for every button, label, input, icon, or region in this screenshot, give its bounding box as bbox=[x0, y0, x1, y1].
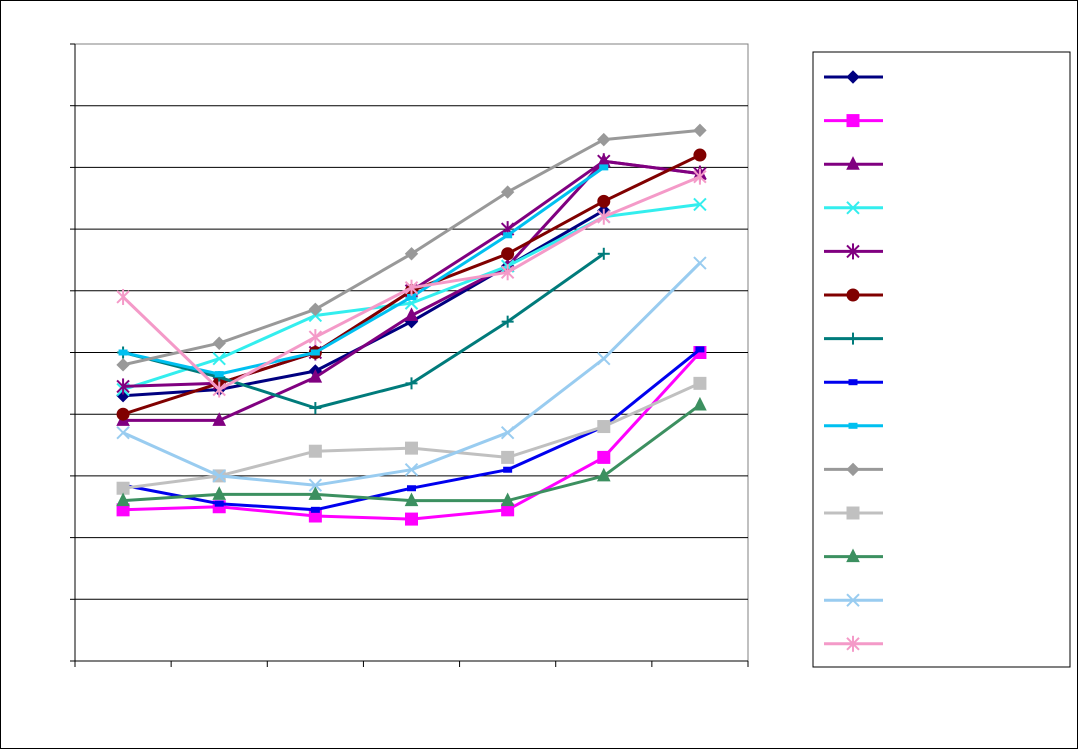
series-12 bbox=[116, 396, 707, 507]
data-point bbox=[405, 377, 418, 390]
legend-marker bbox=[846, 462, 860, 477]
data-point bbox=[404, 247, 419, 261]
data-point bbox=[309, 402, 322, 415]
legend-entry-13 bbox=[824, 593, 883, 607]
data-point bbox=[404, 307, 419, 321]
data-point bbox=[310, 506, 320, 513]
data-point bbox=[503, 466, 513, 473]
data-point bbox=[404, 463, 419, 477]
data-point bbox=[116, 407, 130, 421]
legend-entry-1 bbox=[824, 70, 883, 84]
legend-marker bbox=[846, 548, 860, 563]
series-13 bbox=[116, 256, 707, 492]
legend-entry-8 bbox=[824, 379, 883, 386]
legend-marker bbox=[846, 114, 860, 128]
legend-entry-14 bbox=[824, 635, 883, 652]
data-point bbox=[407, 485, 416, 492]
legend-entry-3 bbox=[824, 156, 883, 170]
legend-marker bbox=[846, 635, 860, 652]
legend-marker bbox=[846, 506, 860, 520]
data-point bbox=[693, 376, 707, 390]
data-point bbox=[597, 194, 611, 208]
data-point bbox=[693, 168, 707, 185]
data-point bbox=[500, 185, 515, 199]
data-point bbox=[597, 420, 611, 434]
data-point bbox=[597, 351, 611, 366]
legend-marker bbox=[848, 379, 858, 386]
data-point bbox=[695, 346, 705, 353]
data-point bbox=[212, 412, 227, 426]
data-point bbox=[308, 478, 323, 492]
data-point bbox=[212, 469, 226, 483]
legend-marker bbox=[846, 156, 860, 170]
data-point bbox=[693, 256, 707, 270]
data-point bbox=[116, 426, 130, 440]
legend-marker bbox=[847, 332, 859, 345]
data-point bbox=[214, 371, 224, 378]
data-point bbox=[597, 132, 611, 147]
legend-entry-10 bbox=[824, 462, 883, 477]
data-point bbox=[405, 512, 418, 526]
data-point bbox=[214, 500, 224, 507]
legend-marker bbox=[846, 288, 860, 302]
data-point bbox=[310, 349, 320, 356]
legend-entry-7 bbox=[824, 332, 883, 345]
legend bbox=[812, 51, 1071, 668]
series-line bbox=[122, 166, 605, 376]
data-point bbox=[693, 123, 707, 138]
series-9 bbox=[118, 164, 609, 378]
legend-marker bbox=[846, 593, 860, 607]
data-point bbox=[597, 450, 611, 464]
legend-entry-6 bbox=[824, 288, 883, 302]
plot-area bbox=[70, 43, 749, 667]
legend-entry-2 bbox=[824, 114, 883, 128]
data-point bbox=[501, 247, 515, 261]
data-point bbox=[503, 232, 513, 239]
data-point bbox=[212, 336, 226, 350]
data-point bbox=[308, 486, 323, 500]
data-point bbox=[500, 264, 515, 281]
data-point bbox=[693, 197, 707, 212]
legend-entry-12 bbox=[824, 548, 883, 563]
legend-entry-11 bbox=[824, 506, 883, 520]
data-point bbox=[308, 329, 323, 346]
data-point bbox=[404, 279, 419, 296]
legend-box bbox=[812, 51, 1071, 668]
legend-entry-4 bbox=[824, 201, 883, 215]
data-point bbox=[404, 492, 419, 507]
data-point bbox=[501, 315, 514, 328]
legend-marker bbox=[848, 422, 858, 429]
data-point bbox=[212, 381, 226, 398]
legend-entry-5 bbox=[824, 243, 883, 260]
series-14 bbox=[116, 168, 707, 398]
data-point bbox=[116, 378, 130, 395]
data-point bbox=[308, 444, 322, 458]
data-point bbox=[116, 481, 130, 495]
legend-marker bbox=[846, 201, 860, 215]
legend-marker bbox=[846, 243, 860, 260]
data-point bbox=[597, 247, 610, 260]
data-point bbox=[405, 441, 418, 455]
data-point bbox=[212, 486, 227, 500]
data-point bbox=[116, 288, 130, 305]
legend-marker bbox=[846, 70, 860, 84]
series-10 bbox=[116, 123, 707, 372]
data-point bbox=[597, 208, 611, 225]
data-point bbox=[118, 349, 128, 356]
data-point bbox=[116, 358, 130, 372]
legend-entry-9 bbox=[824, 422, 883, 429]
data-point bbox=[693, 396, 707, 411]
data-point bbox=[212, 351, 226, 366]
data-point bbox=[596, 467, 611, 482]
data-point bbox=[308, 302, 323, 317]
data-point bbox=[308, 369, 323, 383]
data-point bbox=[693, 148, 707, 162]
data-point bbox=[501, 450, 515, 464]
data-point bbox=[116, 492, 130, 507]
data-point bbox=[500, 492, 515, 507]
data-point bbox=[500, 426, 515, 440]
data-point bbox=[599, 164, 609, 171]
